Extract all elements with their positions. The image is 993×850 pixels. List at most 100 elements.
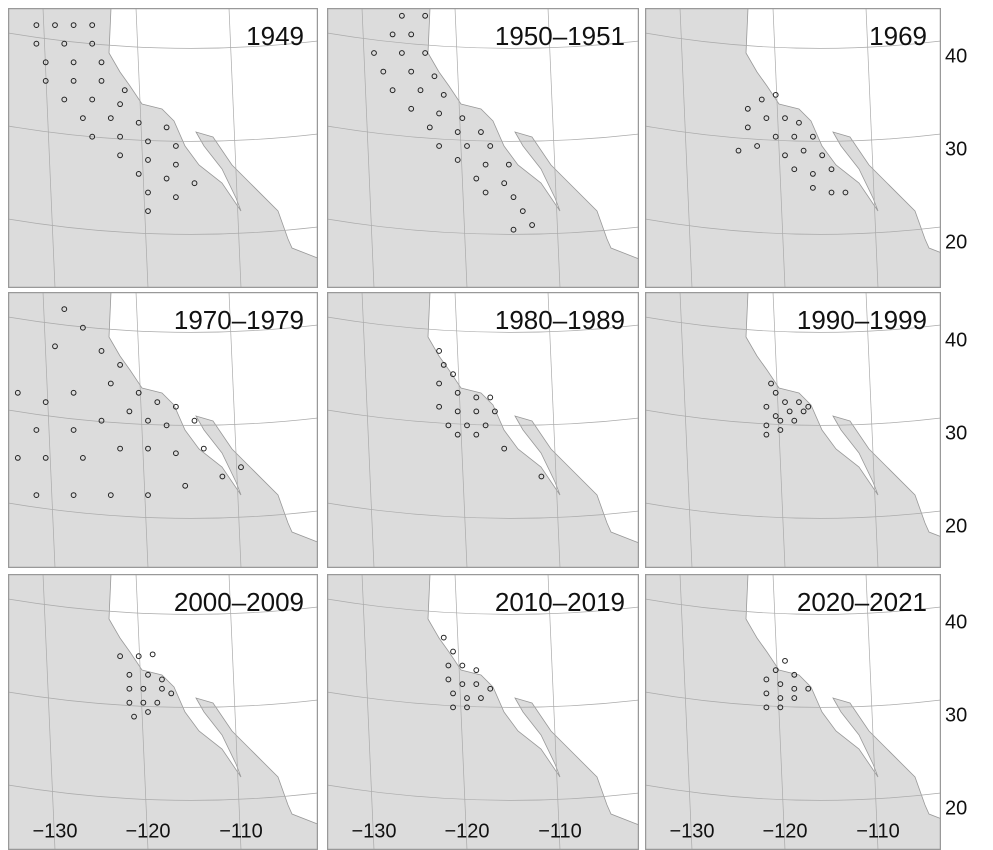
parallel (8, 691, 318, 708)
station (145, 445, 151, 452)
station (42, 455, 49, 461)
parallel (8, 125, 318, 142)
panel-title: 2010–2019 (495, 587, 625, 617)
station (33, 40, 40, 47)
station (450, 704, 456, 711)
station (126, 699, 133, 706)
station (61, 96, 68, 103)
station (538, 473, 545, 480)
station (191, 180, 198, 187)
parallel (645, 125, 941, 142)
meridian (135, 292, 149, 568)
station (777, 704, 784, 711)
station (487, 143, 494, 149)
meridian (772, 8, 786, 288)
meridian (865, 292, 879, 568)
station (408, 31, 415, 38)
station (459, 115, 466, 121)
station (772, 133, 779, 140)
station (126, 685, 133, 692)
station (735, 147, 742, 154)
meridian (772, 574, 786, 850)
station (791, 671, 798, 678)
station (763, 422, 770, 429)
station (800, 147, 807, 154)
station (80, 115, 86, 121)
station (145, 189, 151, 196)
station (510, 194, 517, 201)
station (163, 175, 170, 182)
lat-label: 30 (945, 138, 967, 160)
meridian (361, 8, 375, 288)
station (464, 704, 470, 711)
station (107, 115, 114, 121)
station (782, 657, 788, 664)
station (454, 431, 461, 438)
parallel (8, 218, 318, 235)
station (450, 371, 456, 378)
station (52, 343, 58, 350)
station (445, 676, 452, 683)
map-panel (327, 8, 639, 288)
station (510, 226, 517, 233)
station (473, 175, 480, 182)
station (140, 699, 147, 706)
lon-label: −110 (856, 820, 900, 842)
station (772, 389, 779, 396)
meridian (42, 292, 56, 568)
parallel (8, 502, 318, 519)
parallel (327, 784, 639, 801)
station (126, 408, 133, 415)
station (772, 667, 779, 674)
station (501, 445, 508, 452)
station (436, 143, 442, 149)
station (159, 676, 165, 683)
panel-title: 1949 (246, 21, 304, 51)
station (492, 408, 498, 415)
station (478, 129, 484, 135)
meridian (135, 574, 149, 850)
station (200, 445, 207, 452)
station (399, 12, 405, 19)
meridian (454, 8, 468, 288)
parallel (645, 598, 941, 615)
station (440, 634, 447, 641)
station (145, 492, 151, 499)
station (70, 492, 77, 499)
panel-border (8, 8, 318, 288)
station (135, 653, 142, 660)
meridian (454, 292, 468, 568)
parallel (327, 125, 639, 142)
station (772, 413, 779, 419)
station (436, 403, 442, 410)
lon-label: −110 (219, 820, 263, 842)
station (459, 662, 466, 669)
station (445, 662, 452, 669)
station (154, 699, 161, 706)
station (219, 473, 226, 480)
meridian (547, 292, 561, 568)
station (140, 685, 147, 692)
station (380, 68, 387, 75)
station (436, 348, 442, 354)
station (107, 380, 114, 387)
map-panel (645, 292, 941, 568)
station (163, 422, 170, 429)
station (117, 445, 123, 452)
station (454, 157, 461, 163)
station (145, 157, 151, 163)
station (828, 189, 835, 196)
station (117, 653, 123, 660)
map-panel (8, 292, 318, 568)
meridian (361, 292, 375, 568)
station (454, 408, 461, 415)
lat-label: 30 (945, 704, 967, 726)
lon-label: −120 (125, 820, 170, 842)
station (459, 681, 466, 687)
station (763, 115, 770, 121)
station (173, 450, 179, 457)
meridian (228, 8, 242, 288)
lon-label: −110 (538, 820, 582, 842)
station (173, 161, 179, 168)
